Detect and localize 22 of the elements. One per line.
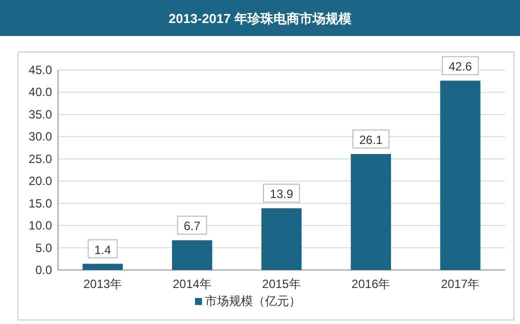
x-tick-label: 2017年 bbox=[440, 277, 480, 291]
y-tick-label: 10.0 bbox=[28, 218, 52, 233]
y-tick-label: 20.0 bbox=[28, 174, 52, 188]
data-label: 13.9 bbox=[270, 187, 294, 202]
x-tick-label: 2014年 bbox=[172, 277, 212, 291]
y-tick-label: 30.0 bbox=[28, 130, 52, 144]
y-tick-label: 25.0 bbox=[28, 152, 52, 166]
x-tick-label: 2015年 bbox=[262, 277, 301, 291]
title: 2013-2017 年珍珠电商市场规模 bbox=[168, 11, 352, 26]
y-tick-label: 40.0 bbox=[28, 85, 52, 100]
y-tick-label: 5.0 bbox=[35, 240, 52, 255]
data-label: 26.1 bbox=[359, 133, 383, 147]
y-tick-label: 15.0 bbox=[28, 196, 52, 210]
data-label: 1.4 bbox=[94, 242, 112, 257]
y-tick-label: 45.0 bbox=[28, 63, 52, 77]
x-tick-label: 2016年 bbox=[352, 277, 390, 291]
legend-label: 市场规模（亿元） bbox=[205, 294, 301, 308]
y-tick-label: 0.0 bbox=[35, 263, 52, 277]
x-tick-label: 2013年 bbox=[83, 277, 122, 291]
data-label: 42.6 bbox=[448, 60, 472, 74]
data-label: 6.7 bbox=[184, 219, 201, 234]
y-tick-label: 35.0 bbox=[28, 107, 52, 122]
